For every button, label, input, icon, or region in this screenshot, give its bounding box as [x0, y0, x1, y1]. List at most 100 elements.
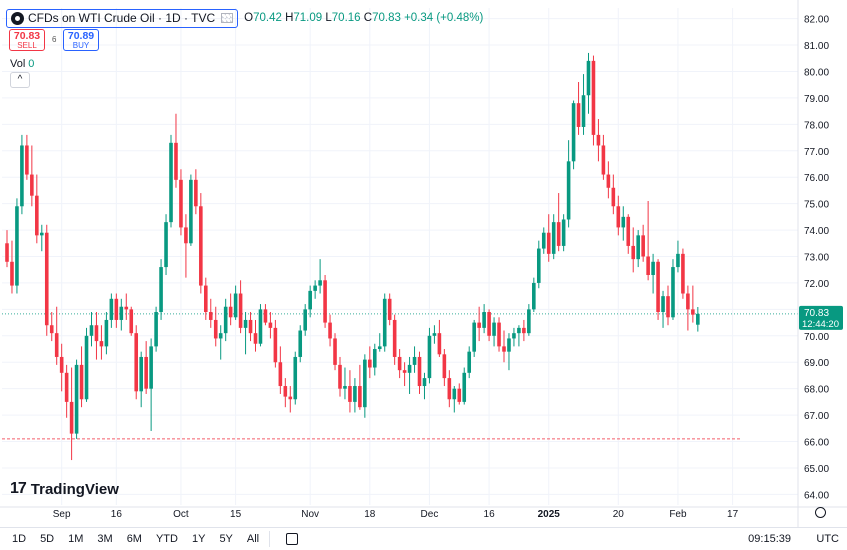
candle	[283, 378, 288, 408]
candle	[179, 169, 183, 236]
settings-icon[interactable]	[815, 507, 826, 518]
candle-body	[353, 386, 357, 402]
logo-text: TradingView	[30, 480, 119, 498]
candle	[353, 378, 357, 413]
last-price-tag-bg	[799, 305, 843, 330]
bottom-toolbar: 1D 5D 1M 3M 6M YTD 1Y 5Y All 09:15:39 UT…	[0, 527, 847, 550]
candle-body	[512, 333, 516, 339]
candle-body	[44, 232, 49, 326]
candle	[358, 364, 362, 410]
candle-body	[109, 298, 114, 320]
candle	[223, 298, 228, 342]
candle	[387, 293, 392, 326]
candle-body	[179, 179, 183, 228]
candle	[348, 370, 352, 413]
candle-body	[681, 253, 685, 294]
open-value: 70.42	[253, 12, 282, 24]
candle-body	[343, 386, 347, 389]
buy-button[interactable]: 70.89 BUY	[63, 29, 99, 51]
candle-body	[298, 330, 303, 357]
candle-body	[94, 325, 99, 342]
range-5d[interactable]: 5D	[40, 533, 55, 545]
candle-body	[621, 216, 626, 228]
logo-mark-icon: 17	[10, 480, 27, 497]
candle-body	[213, 319, 218, 339]
candle	[89, 312, 94, 347]
tradingview-logo[interactable]: 17 TradingView	[10, 480, 119, 498]
candle-body	[487, 312, 491, 336]
candle	[363, 354, 367, 418]
candle-body	[59, 356, 64, 373]
candle-body	[387, 298, 392, 320]
candle	[626, 214, 631, 254]
candle-body	[30, 174, 34, 196]
volume-label: Vol	[10, 58, 26, 70]
candle-body	[656, 261, 660, 313]
price-tick-label: 64.00	[804, 490, 829, 501]
range-1d[interactable]: 1D	[12, 533, 27, 545]
time-tick-label: Feb	[669, 509, 687, 520]
price-tick-label: 66.00	[804, 438, 829, 449]
candle	[586, 52, 591, 114]
candle-body	[89, 325, 94, 336]
candle-body	[313, 285, 317, 291]
candle-body	[368, 359, 372, 368]
candle-body	[149, 346, 153, 389]
timezone-label[interactable]: UTC	[816, 533, 839, 545]
time-tick-label: Dec	[421, 509, 439, 520]
candle	[561, 214, 566, 252]
candle	[114, 293, 119, 328]
range-3m[interactable]: 3M	[97, 533, 113, 545]
candle	[536, 240, 541, 289]
range-5y[interactable]: 5Y	[219, 533, 233, 545]
calendar-icon[interactable]	[286, 533, 299, 545]
close-value: 70.83	[372, 12, 401, 24]
candle-body	[502, 346, 506, 352]
candle-body	[189, 179, 193, 244]
candle-body	[527, 309, 531, 334]
price-tick-label: 72.00	[804, 279, 829, 290]
candle-body	[328, 322, 332, 339]
candle-body	[551, 222, 556, 254]
price-axis: 64.0065.0066.0067.0068.0069.0070.0071.00…	[797, 0, 829, 527]
candle-body	[348, 386, 352, 402]
candle	[686, 285, 690, 331]
symbol-title[interactable]: CFDs on WTI Crude Oil · 1D · TVC	[6, 8, 239, 28]
price-tick-label: 68.00	[804, 385, 829, 396]
candle	[676, 240, 680, 273]
range-1m[interactable]: 1M	[68, 533, 84, 545]
range-6m[interactable]: 6M	[126, 533, 142, 545]
candle	[99, 325, 104, 360]
candle	[144, 341, 148, 394]
candle-body	[15, 206, 19, 286]
candle-body	[129, 309, 134, 334]
candle-body	[358, 386, 362, 408]
candle	[94, 312, 99, 360]
candle-body	[333, 338, 337, 365]
price-chart[interactable]: 64.0065.0066.0067.0068.0069.0070.0071.00…	[0, 0, 847, 527]
toolbar-divider	[269, 531, 271, 547]
candle	[124, 293, 129, 320]
candle-body	[293, 356, 298, 400]
sell-button[interactable]: 70.83 SELL	[9, 29, 45, 51]
candle-body	[626, 216, 631, 246]
clock-time[interactable]: 09:15:39	[748, 533, 791, 545]
range-all[interactable]: All	[246, 533, 260, 545]
candle	[328, 314, 332, 347]
collapse-legend-button[interactable]: ^	[10, 72, 30, 88]
candle	[35, 174, 39, 244]
candle	[611, 174, 616, 215]
range-1y[interactable]: 1Y	[191, 533, 206, 545]
candle-body	[601, 145, 606, 175]
range-ytd[interactable]: YTD	[155, 533, 178, 545]
candle	[691, 285, 695, 323]
candle	[189, 174, 193, 246]
candle	[482, 304, 486, 334]
candle	[323, 275, 327, 328]
candle-body	[392, 319, 397, 357]
close-label: C	[363, 12, 373, 24]
candle	[49, 312, 54, 342]
candle	[487, 309, 491, 342]
open-label: O	[244, 12, 254, 24]
candle	[452, 386, 457, 413]
